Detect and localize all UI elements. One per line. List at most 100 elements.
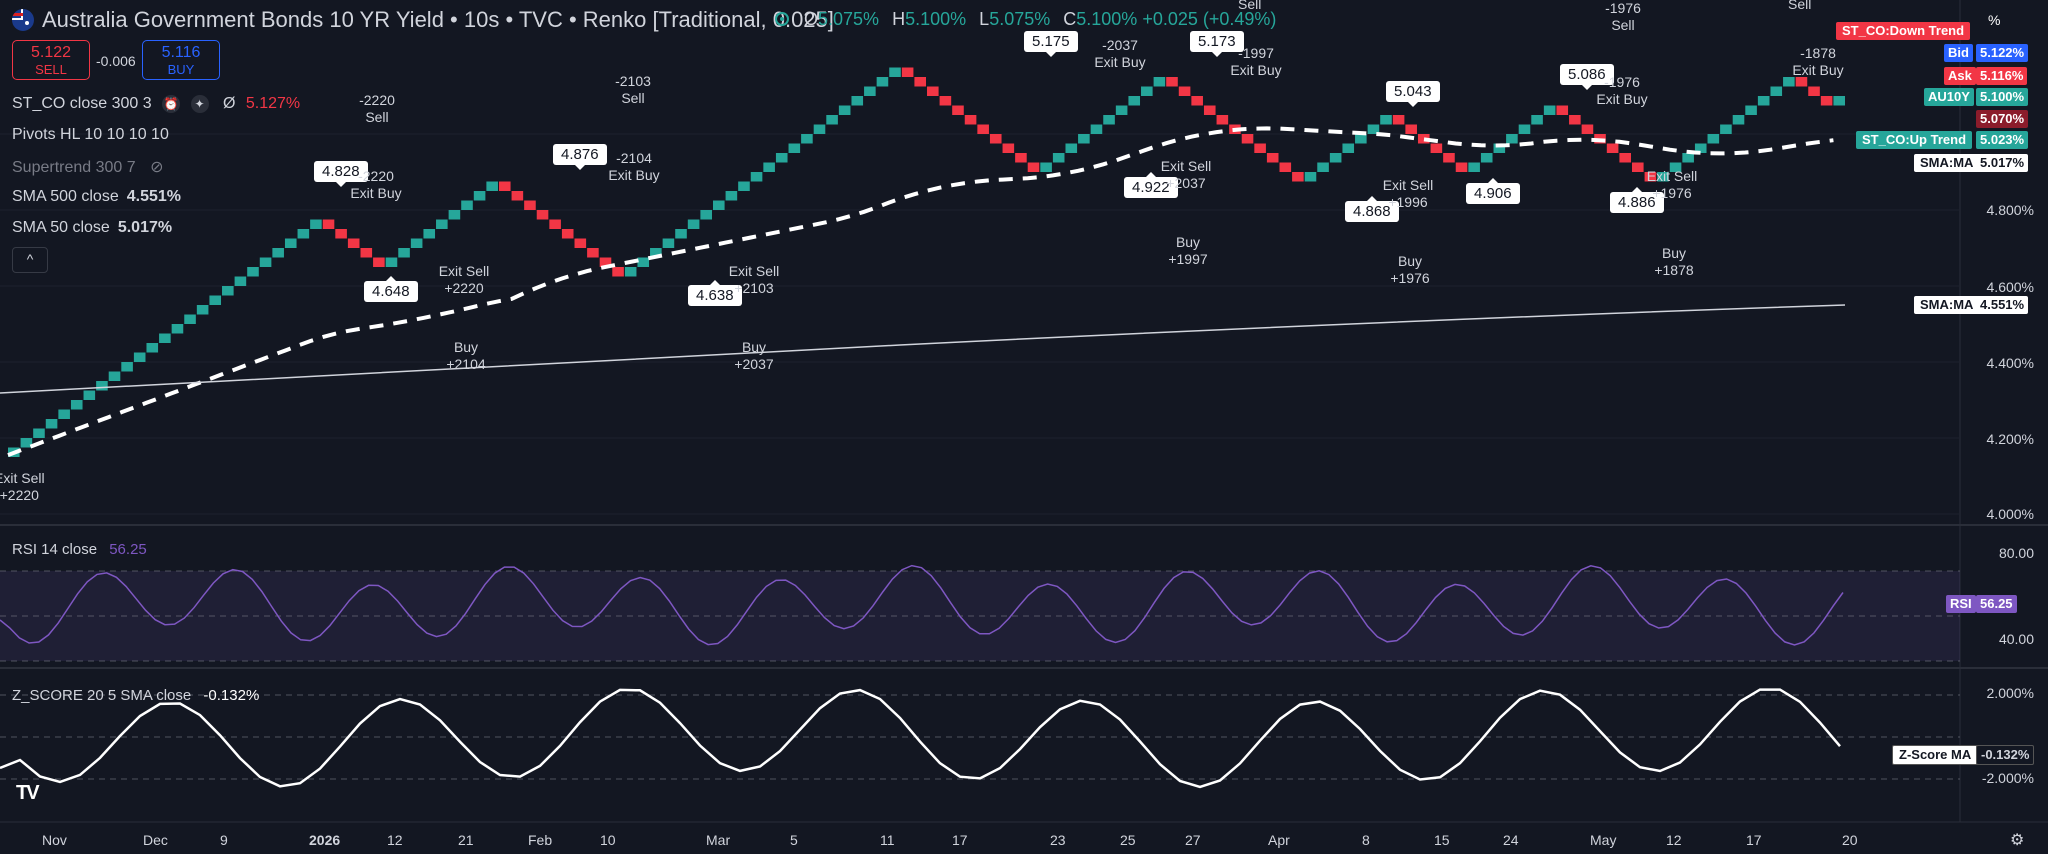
legend-sma500[interactable]: SMA 500 close 4.551%: [12, 188, 181, 205]
renko-brick: [1480, 153, 1493, 163]
renko-brick: [1468, 162, 1480, 172]
renko-brick: [385, 257, 398, 267]
zscore-legend[interactable]: Z_SCORE 20 5 SMA close -0.132%: [12, 687, 260, 704]
renko-brick: [146, 343, 159, 353]
renko-brick: [45, 419, 58, 429]
renko-brick: [1795, 77, 1808, 87]
signal-exit-buy: -2104 Exit Buy: [608, 150, 660, 183]
renko-brick: [1015, 153, 1027, 163]
bid-tag: Bid: [1944, 44, 1973, 62]
renko-brick: [436, 219, 448, 229]
renko-brick: [1241, 134, 1254, 144]
renko-brick: [851, 96, 864, 106]
time-axis-label: May: [1590, 832, 1617, 848]
renko-brick: [1556, 105, 1569, 115]
renko-brick: [448, 210, 461, 220]
renko-brick: [801, 134, 813, 144]
time-axis-label: 17: [1746, 832, 1762, 848]
currency-unit-label[interactable]: %: [1988, 12, 2001, 28]
signal-exit-buy: -1997 Exit Buy: [1230, 45, 1282, 78]
buy-button[interactable]: 5.116 BUY: [142, 40, 220, 80]
pivot-high-label: 5.043: [1386, 81, 1440, 107]
price-axis-label: 4.600%: [1986, 279, 2034, 295]
renko-brick: [1770, 86, 1783, 96]
hidden-eye-icon[interactable]: ⊘: [150, 159, 164, 176]
renko-brick: [473, 191, 486, 201]
renko-brick: [712, 200, 725, 210]
market-status-icon[interactable]: [775, 12, 789, 26]
renko-brick: [1455, 162, 1468, 172]
renko-brick: [725, 191, 738, 201]
renko-brick: [184, 314, 196, 324]
signal-buy: Buy +2037: [734, 339, 774, 372]
signal-exit-sell: Exit Sell+2220: [0, 470, 45, 503]
renko-brick: [1745, 105, 1757, 115]
time-axis-label: Mar: [706, 832, 731, 848]
renko-brick: [196, 305, 209, 315]
pivot-high-label: 5.175: [1024, 31, 1078, 57]
renko-brick: [838, 105, 851, 115]
renko-brick: [574, 238, 587, 248]
legend-st-co[interactable]: ST_CO close 300 3 ⏰ ✦ Ø 5.127%: [12, 95, 301, 113]
sma-ma-tag-2: SMA:MA: [1914, 296, 1980, 314]
signal-sell: Sell: [1788, 0, 1812, 12]
renko-brick: [1531, 115, 1543, 125]
legend-sma50[interactable]: SMA 50 close 5.017%: [12, 219, 173, 236]
renko-brick: [1191, 96, 1203, 106]
signal-sell: -1976 Sell: [1605, 0, 1641, 33]
symbol-value: 5.100%: [1976, 88, 2029, 106]
time-axis-label: 25: [1120, 832, 1136, 848]
signal-sell: Sell: [1238, 0, 1262, 12]
settings-gear-icon[interactable]: ⚙: [2010, 832, 2025, 849]
renko-brick: [1820, 96, 1833, 106]
renko-brick: [1506, 134, 1518, 144]
sell-button[interactable]: 5.122 SELL: [12, 40, 90, 80]
renko-brick: [1417, 134, 1430, 144]
pivot-low-label: 4.638: [688, 280, 742, 306]
renko-brick: [310, 219, 322, 229]
renko-brick: [1065, 143, 1078, 153]
renko-brick: [70, 400, 83, 410]
chart-header: Australia Government Bonds 10 YR Yield •…: [0, 0, 1960, 40]
renko-brick: [1808, 86, 1820, 96]
rsi-line: [0, 564, 1844, 646]
renko-brick: [675, 229, 687, 239]
renko-brick: [1115, 105, 1128, 115]
legend-supertrend[interactable]: Supertrend 300 7 ⊘: [12, 159, 164, 176]
price-axis-label: 4.800%: [1986, 202, 2034, 218]
renko-brick: [373, 257, 385, 267]
renko-brick: [335, 229, 347, 239]
time-axis-label: Feb: [528, 832, 553, 848]
renko-brick: [1443, 153, 1455, 163]
tradingview-logo-icon[interactable]: TV: [16, 782, 40, 804]
renko-brick: [1078, 134, 1090, 144]
renko-brick: [209, 295, 222, 305]
legend-pivots[interactable]: Pivots HL 10 10 10 10: [12, 126, 169, 143]
pivot-low-label: 4.868: [1345, 196, 1399, 222]
renko-brick: [423, 229, 436, 239]
renko-brick: [788, 143, 801, 153]
time-axis-label: 10: [600, 832, 616, 848]
level-tag: 5.070%: [1976, 110, 2029, 128]
renko-brick: [222, 286, 234, 296]
renko-brick: [1329, 153, 1342, 163]
renko-brick: [360, 248, 373, 258]
time-axis-label: 5: [790, 832, 798, 848]
rsi-legend[interactable]: RSI 14 close 56.25: [12, 541, 147, 558]
time-axis-label: 27: [1185, 832, 1201, 848]
time-axis-label: Nov: [42, 832, 67, 848]
add-icon[interactable]: ✦: [190, 95, 209, 113]
collapse-legend-button[interactable]: ^: [12, 247, 48, 273]
renko-brick: [927, 86, 939, 96]
time-axis-label: 21: [458, 832, 474, 848]
symbol-title[interactable]: Australia Government Bonds 10 YR Yield •…: [42, 7, 834, 32]
renko-brick: [83, 390, 96, 400]
pivot-high-label: 4.828: [314, 161, 368, 187]
signal-exit-sell: Exit Sell +1976: [1646, 168, 1698, 201]
renko-brick: [511, 191, 524, 201]
price-axis-label: 4.000%: [1986, 506, 2034, 522]
renko-brick: [20, 438, 33, 448]
signal-exit-sell: Exit Sell +1996: [1382, 177, 1434, 210]
alarm-icon[interactable]: ⏰: [162, 95, 181, 113]
